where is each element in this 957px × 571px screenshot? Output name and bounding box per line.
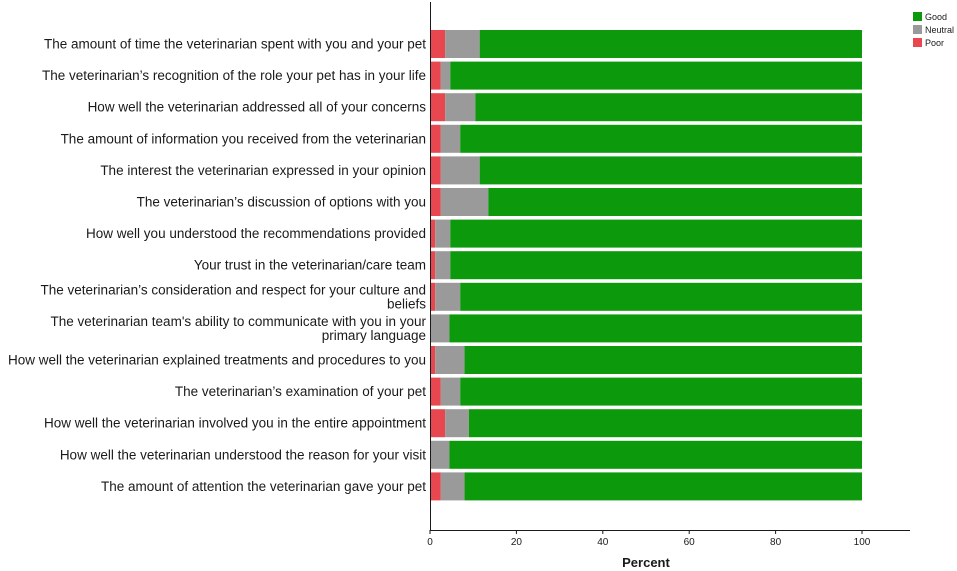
bar-poor-15 bbox=[430, 472, 441, 501]
bar-good-10 bbox=[449, 314, 862, 343]
bar-poor-13 bbox=[430, 409, 446, 438]
bar-poor-7 bbox=[430, 219, 436, 248]
category-label: The veterinarian’s consideration and res… bbox=[41, 282, 427, 311]
legend-label-good: Good bbox=[925, 12, 947, 22]
x-tick-label: 100 bbox=[854, 537, 871, 548]
bar-neutral-9 bbox=[435, 282, 461, 311]
bar-neutral-6 bbox=[440, 188, 489, 216]
bar-poor-6 bbox=[430, 188, 441, 216]
category-label: Your trust in the veterinarian/care team bbox=[194, 258, 426, 273]
bar-neutral-12 bbox=[440, 377, 461, 406]
x-tick-label: 60 bbox=[684, 537, 696, 548]
legend: Good Neutral Poor bbox=[913, 12, 954, 48]
bar-good-8 bbox=[450, 251, 862, 280]
bar-good-14 bbox=[449, 440, 862, 469]
category-label: The veterinarian’s recognition of the ro… bbox=[42, 68, 426, 83]
x-tick-label: 20 bbox=[511, 537, 523, 548]
bar-poor-1 bbox=[430, 30, 446, 58]
bar-poor-2 bbox=[430, 61, 441, 90]
category-label: The amount of time the veterinarian spen… bbox=[44, 37, 426, 52]
x-axis-title: Percent bbox=[622, 555, 670, 570]
bar-good-3 bbox=[475, 93, 862, 122]
bar-neutral-15 bbox=[440, 472, 465, 501]
bar-good-2 bbox=[450, 61, 862, 90]
category-label: The veterinarian’s examination of your p… bbox=[175, 384, 426, 399]
bar-neutral-3 bbox=[445, 93, 476, 122]
category-labels-group: The amount of time the veterinarian spen… bbox=[8, 37, 426, 494]
bar-poor-9 bbox=[430, 282, 436, 311]
category-label: How well the veterinarian understood the… bbox=[60, 447, 426, 462]
bar-neutral-14 bbox=[430, 440, 450, 469]
bar-poor-5 bbox=[430, 156, 441, 185]
bars-group bbox=[430, 30, 862, 501]
category-label: How well the veterinarian addressed all … bbox=[88, 100, 427, 115]
x-tick-label: 40 bbox=[597, 537, 609, 548]
bar-good-6 bbox=[488, 188, 862, 216]
category-label: The veterinarian team's ability to commu… bbox=[51, 314, 427, 343]
legend-label-neutral: Neutral bbox=[925, 25, 954, 35]
bar-good-5 bbox=[479, 156, 862, 185]
category-label: How well you understood the recommendati… bbox=[86, 226, 426, 241]
legend-swatch-good bbox=[913, 12, 922, 21]
bar-good-12 bbox=[460, 377, 862, 406]
bar-good-7 bbox=[450, 219, 862, 248]
legend-label-poor: Poor bbox=[925, 38, 944, 48]
x-tick-label: 0 bbox=[427, 537, 433, 548]
legend-swatch-poor bbox=[913, 38, 922, 47]
category-label: The interest the veterinarian expressed … bbox=[100, 163, 426, 178]
x-tick-label: 80 bbox=[770, 537, 782, 548]
category-label: How well the veterinarian involved you i… bbox=[44, 416, 426, 431]
category-label: The amount of information you received f… bbox=[61, 131, 426, 146]
bar-neutral-1 bbox=[445, 30, 480, 58]
category-label: The amount of attention the veterinarian… bbox=[101, 479, 426, 494]
bar-neutral-5 bbox=[440, 156, 480, 185]
bar-good-15 bbox=[464, 472, 862, 501]
category-label: How well the veterinarian explained trea… bbox=[8, 353, 426, 368]
bar-good-1 bbox=[479, 30, 862, 58]
bar-neutral-8 bbox=[435, 251, 451, 280]
bar-neutral-7 bbox=[435, 219, 451, 248]
x-ticks-group: 0 20 40 60 80 100 bbox=[427, 530, 871, 548]
bar-poor-8 bbox=[430, 251, 436, 280]
bar-poor-11 bbox=[430, 346, 436, 374]
category-label: The veterinarian’s discussion of options… bbox=[137, 195, 426, 210]
bar-neutral-13 bbox=[445, 409, 469, 438]
bar-neutral-2 bbox=[440, 61, 451, 90]
legend-swatch-neutral bbox=[913, 25, 922, 34]
bar-poor-4 bbox=[430, 124, 441, 153]
bar-neutral-4 bbox=[440, 124, 461, 153]
bar-good-4 bbox=[460, 124, 862, 153]
bar-neutral-11 bbox=[435, 346, 465, 374]
bar-good-9 bbox=[460, 282, 862, 311]
bar-poor-12 bbox=[430, 377, 441, 406]
bar-neutral-10 bbox=[430, 314, 450, 343]
bar-poor-3 bbox=[430, 93, 446, 122]
bar-good-11 bbox=[464, 346, 862, 374]
bar-good-13 bbox=[468, 409, 862, 438]
